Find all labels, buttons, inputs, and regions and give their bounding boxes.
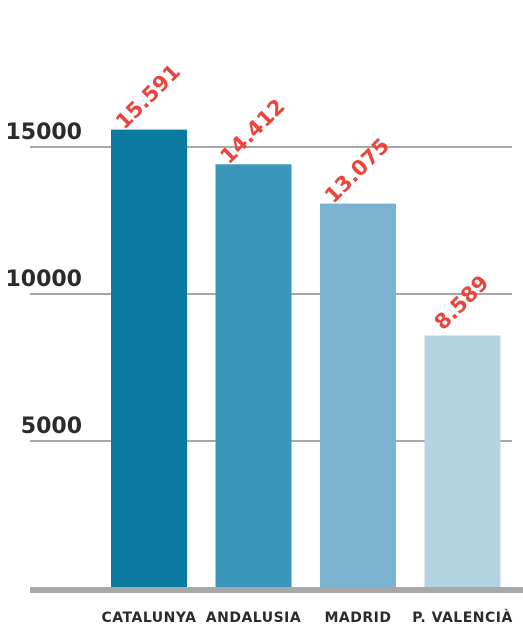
bar-catalunya [111, 129, 187, 588]
y-tick-label: 5000 [21, 414, 82, 439]
data-label: 15.591 [111, 60, 185, 134]
bar-madrid [320, 203, 396, 588]
data-label: 8.589 [430, 271, 494, 335]
bars [111, 129, 501, 588]
data-label: 13.075 [320, 134, 394, 208]
y-axis-ticks: 5000 10000 15000 [5, 120, 82, 439]
x-axis-categories: CATALUNYA ANDALUSIA MADRID P. VALENCIÀ [102, 609, 513, 626]
bar-andalusia [215, 164, 292, 588]
category-label: MADRID [325, 610, 392, 626]
y-tick-label: 15000 [5, 120, 82, 145]
category-label: ANDALUSIA [206, 610, 301, 626]
data-label: 14.412 [215, 94, 289, 168]
category-label: CATALUNYA [102, 610, 197, 626]
y-tick-label: 10000 [5, 267, 82, 292]
category-label: P. VALENCIÀ [412, 609, 513, 626]
bar-p-valenci- [424, 335, 501, 588]
